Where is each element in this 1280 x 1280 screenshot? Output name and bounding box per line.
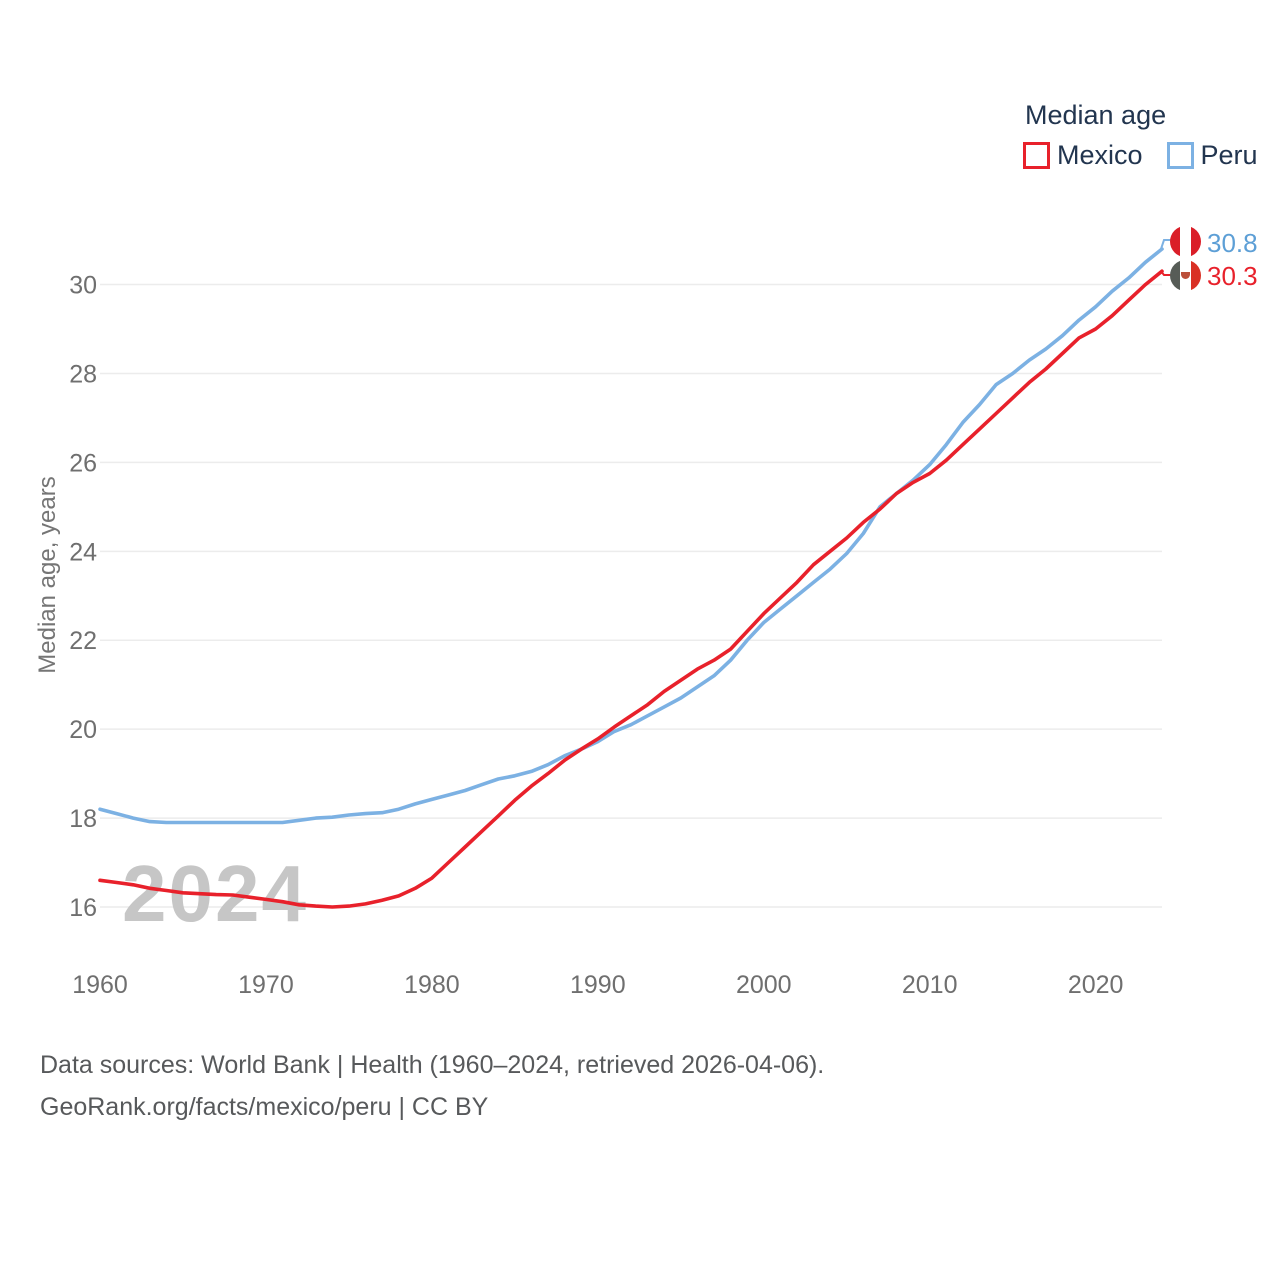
legend-title: Median age — [1025, 100, 1167, 130]
x-tick-label: 1970 — [238, 971, 294, 999]
legend: Median age Mexico Peru — [1023, 100, 1258, 171]
peru-series-swatch — [1166, 142, 1194, 169]
peru-line — [98, 247, 1164, 825]
x-tick-label: 1960 — [72, 971, 128, 999]
y-tick-label: 26 — [69, 449, 97, 477]
mexico-series-swatch — [1023, 142, 1050, 169]
peru-end-value: 30.8 — [1207, 228, 1258, 258]
x-tick-label: 1980 — [404, 971, 460, 999]
mexico-flag-emblem — [1181, 272, 1190, 279]
x-tick-label: 1990 — [570, 971, 626, 999]
legend-label-mexico: Mexico — [1057, 140, 1143, 170]
footer-attribution-link: GeoRank.org/facts/mexico/peru | CC BY — [40, 1093, 489, 1121]
mexico-connector — [1160, 270, 1171, 276]
peru-flag-icon — [1170, 226, 1201, 257]
y-tick-label: 30 — [69, 272, 97, 300]
legend-row: Mexico Peru — [1023, 140, 1258, 171]
x-tick-label: 2010 — [902, 971, 958, 999]
mexico-line — [98, 269, 1164, 909]
gridlines — [100, 283, 1162, 908]
mexico-flag-icon — [1170, 260, 1201, 291]
footer: Data sources: World Bank | Health (1960–… — [40, 1044, 824, 1128]
footer-data-sources: Data sources: World Bank | Health (1960–… — [40, 1051, 825, 1079]
y-tick-label: 28 — [69, 360, 97, 388]
x-axis-tick-labels: 1960 1970 1980 1990 2000 2010 2020 — [72, 971, 1123, 999]
x-tick-label: 2020 — [1068, 971, 1124, 999]
legend-label-peru: Peru — [1200, 140, 1258, 170]
y-tick-label: 16 — [69, 894, 97, 922]
y-tick-label: 22 — [69, 627, 97, 655]
legend-item-peru[interactable]: Peru — [1166, 140, 1258, 171]
legend-item-mexico[interactable]: Mexico — [1023, 140, 1143, 171]
y-tick-label: 18 — [69, 805, 97, 833]
y-tick-label: 20 — [69, 716, 97, 744]
peru-connector — [1160, 239, 1171, 250]
y-tick-label: 24 — [69, 538, 97, 566]
y-axis-title: Median age, years — [34, 476, 61, 674]
end-label-connectors — [1160, 239, 1171, 276]
data-series-lines — [98, 247, 1164, 909]
x-tick-label: 2000 — [736, 971, 792, 999]
y-axis-tick-labels: 16 18 20 22 24 26 28 30 — [69, 272, 97, 922]
line-chart-plot: 16 18 20 22 24 26 28 30 1960 1970 1980 1990 2000 201… — [69, 239, 1171, 999]
mexico-end-value: 30.3 — [1207, 261, 1258, 291]
